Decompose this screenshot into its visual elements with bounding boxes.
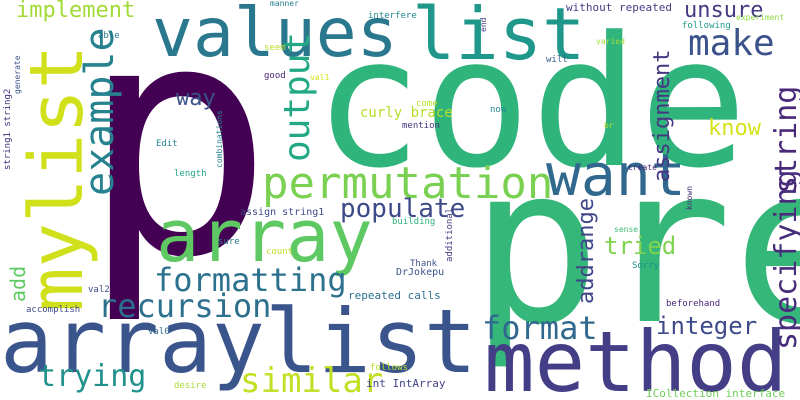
word-without-repeated: without repeated bbox=[566, 1, 672, 14]
word-values: values bbox=[152, 0, 398, 73]
word-sorry: Sorry bbox=[632, 261, 660, 271]
word-end: end bbox=[479, 17, 488, 32]
word-tried: tried bbox=[604, 232, 677, 260]
word-make: make bbox=[688, 23, 775, 64]
word-combinations: combinations bbox=[215, 110, 224, 168]
word-sure: sure bbox=[218, 237, 240, 247]
word-count: count bbox=[266, 247, 294, 257]
word-able: able bbox=[98, 31, 120, 41]
word-val1: val1 bbox=[310, 73, 330, 82]
word-experiment: experiment bbox=[736, 13, 785, 22]
word-method: method bbox=[484, 313, 788, 400]
word-length: length bbox=[174, 169, 207, 179]
word-icollection-interface: ICollection interface bbox=[646, 387, 786, 400]
word-array: array bbox=[156, 194, 373, 278]
word-generate: generate bbox=[13, 55, 22, 94]
word-seem: seem bbox=[264, 43, 286, 53]
word-want: want bbox=[546, 141, 686, 209]
word-permutation: permutation bbox=[262, 158, 554, 209]
word-following: following bbox=[682, 21, 731, 31]
word-follows: follows bbox=[370, 363, 408, 373]
word-br: br bbox=[604, 121, 614, 130]
word-beforehand: beforehand bbox=[666, 299, 721, 309]
word-good: good bbox=[264, 71, 286, 81]
word-specifying: specifying bbox=[769, 169, 800, 350]
word-drjokepu: DrJokepu bbox=[396, 267, 445, 278]
word-arraylist: arraylist bbox=[0, 290, 477, 393]
word-code: code bbox=[314, 0, 748, 208]
word-create: create bbox=[628, 163, 657, 172]
word-trying: trying bbox=[38, 359, 147, 394]
word-populate: populate bbox=[340, 194, 466, 224]
word-mention: mention bbox=[402, 121, 440, 131]
word-come: come bbox=[416, 99, 438, 109]
word-recursion: recursion bbox=[98, 287, 272, 325]
word-add: add bbox=[6, 265, 30, 302]
word-list: list bbox=[412, 0, 586, 76]
word-val2: val2 bbox=[88, 285, 110, 295]
word-format: format bbox=[482, 309, 598, 347]
word-thank: Thank bbox=[410, 259, 438, 269]
word-interfere: interfere bbox=[368, 11, 417, 21]
word-formatting: formatting bbox=[154, 261, 347, 299]
word-int-intarray: int IntArray bbox=[366, 377, 446, 390]
word-desire: desire bbox=[174, 381, 207, 391]
word-val0: val0 bbox=[148, 327, 170, 337]
word-addrange: addrange bbox=[574, 198, 599, 304]
word-pre: pre bbox=[470, 120, 800, 373]
word-repeated-calls: repeated calls bbox=[348, 289, 441, 302]
word-string1-string2: string1 string2 bbox=[3, 88, 13, 170]
word-known: known bbox=[685, 185, 694, 210]
word-building: building bbox=[392, 217, 436, 227]
word-know: know bbox=[708, 116, 761, 141]
word-similar: similar bbox=[240, 361, 384, 400]
word-will: will bbox=[546, 55, 568, 65]
word-example: example bbox=[77, 27, 123, 196]
word-curly-brace: curly brace bbox=[360, 105, 453, 121]
word-way: way bbox=[176, 86, 216, 111]
word-assign-string1: assign string1 bbox=[240, 207, 325, 218]
word-accomplish: accomplish bbox=[26, 305, 81, 315]
word-sense: sense bbox=[614, 225, 639, 234]
word-unsure: unsure bbox=[684, 0, 764, 23]
word-additional: additional bbox=[445, 207, 455, 262]
word-edit: Edit bbox=[156, 139, 178, 149]
word-integer: integer bbox=[656, 312, 758, 340]
word-implement: implement bbox=[16, 0, 136, 23]
word-now: now bbox=[490, 105, 507, 115]
word-p: p bbox=[80, 0, 274, 328]
word-manner: manner bbox=[270, 0, 299, 8]
word-varied: varied bbox=[596, 37, 625, 46]
